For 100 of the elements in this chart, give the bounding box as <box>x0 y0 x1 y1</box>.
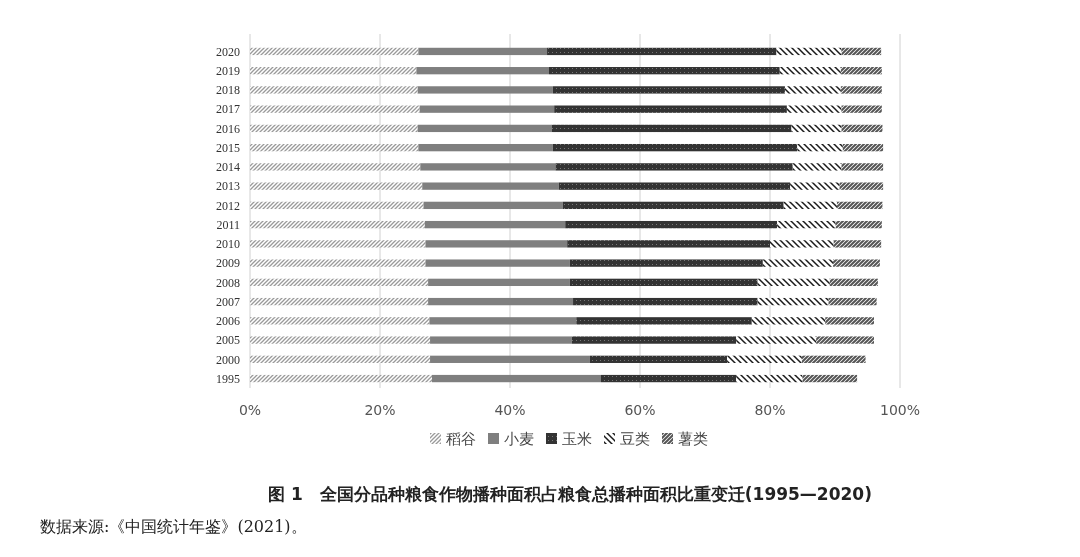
bar <box>547 47 777 56</box>
bar <box>425 259 570 267</box>
bar <box>776 47 842 56</box>
bar <box>250 336 431 344</box>
bar <box>802 374 858 383</box>
bar <box>841 163 884 171</box>
bar <box>417 86 553 94</box>
bar <box>792 163 842 171</box>
legend-label: 小麦 <box>504 430 534 449</box>
bar <box>250 297 429 306</box>
source-note: 数据来源:《中国统计年鉴》(2021)。 <box>40 517 307 536</box>
bar <box>250 220 425 229</box>
bar <box>836 201 883 210</box>
bar <box>551 124 792 133</box>
bar <box>424 220 566 229</box>
bar <box>250 47 419 56</box>
bar <box>727 355 802 363</box>
bar <box>558 182 791 190</box>
bar <box>418 143 553 152</box>
bar <box>430 355 590 363</box>
x-tick-label: 40% <box>494 402 526 418</box>
bar <box>428 297 574 306</box>
text: 图 1 全国分品种粮食作物播种面积占粮食总播种面积比重变迁(1995—2020) <box>268 484 872 504</box>
y-tick-label: 2000 <box>216 352 240 367</box>
bar <box>841 105 882 113</box>
bar <box>549 67 780 75</box>
bar <box>417 124 552 133</box>
bar <box>250 201 424 210</box>
bar <box>250 124 418 133</box>
bar <box>736 336 817 344</box>
bar <box>573 297 758 306</box>
bar <box>762 259 834 267</box>
x-tick-label: 60% <box>624 402 656 418</box>
bar <box>416 67 549 75</box>
bar <box>757 297 829 306</box>
bar <box>250 240 426 248</box>
bar <box>422 182 559 190</box>
bar <box>428 278 570 287</box>
bar <box>423 201 563 210</box>
bar <box>432 374 601 383</box>
bar <box>250 374 432 383</box>
bar <box>777 220 836 229</box>
bar <box>828 297 877 306</box>
bar <box>835 220 882 229</box>
bar <box>565 220 778 229</box>
bar <box>842 143 884 152</box>
y-tick-label: 2018 <box>216 83 240 98</box>
bar <box>250 259 426 267</box>
y-tick-label: 2014 <box>216 160 240 175</box>
bar <box>554 105 787 113</box>
bar <box>833 259 880 267</box>
legend-label: 稻谷 <box>446 430 476 449</box>
bar <box>783 201 837 210</box>
bar <box>791 124 842 133</box>
y-tick-label: 2017 <box>216 102 240 117</box>
bar <box>425 240 568 248</box>
y-tick-label: 2010 <box>216 237 240 252</box>
bar <box>825 317 874 325</box>
bar <box>801 355 866 363</box>
bar <box>250 355 431 363</box>
x-tick-label: 0% <box>238 402 262 418</box>
bar <box>601 374 737 383</box>
bar <box>429 317 577 325</box>
bar <box>430 336 572 344</box>
bar <box>833 240 882 248</box>
bar <box>841 47 882 56</box>
bar <box>841 124 883 133</box>
bar <box>829 278 878 287</box>
bar <box>250 105 420 113</box>
bar <box>840 67 882 75</box>
bar <box>839 182 884 190</box>
bar <box>250 278 429 287</box>
bar <box>569 278 758 287</box>
bar <box>250 182 423 190</box>
bar <box>779 67 841 75</box>
bar <box>576 317 752 325</box>
x-tick-label: 100% <box>879 402 921 418</box>
bar <box>816 336 874 344</box>
bar <box>569 259 763 267</box>
bar <box>784 86 841 94</box>
bar <box>567 240 770 248</box>
bar <box>420 163 556 171</box>
y-tick-label: 2006 <box>216 314 240 329</box>
bar <box>250 86 418 94</box>
legend-label: 薯类 <box>678 430 708 449</box>
bar <box>757 278 830 287</box>
y-tick-label: 2007 <box>216 294 240 309</box>
y-tick-label: 2013 <box>216 179 240 194</box>
legend-label: 豆类 <box>620 430 650 449</box>
bar <box>250 67 417 75</box>
bar <box>250 163 421 171</box>
bar <box>751 317 826 325</box>
bar <box>797 143 843 152</box>
bar <box>250 143 419 152</box>
bar <box>250 317 430 325</box>
y-tick-label: 1995 <box>216 371 240 386</box>
bar <box>552 143 798 152</box>
y-tick-label: 2011 <box>216 217 240 232</box>
bar <box>770 240 834 248</box>
y-tick-label: 2005 <box>216 333 240 348</box>
